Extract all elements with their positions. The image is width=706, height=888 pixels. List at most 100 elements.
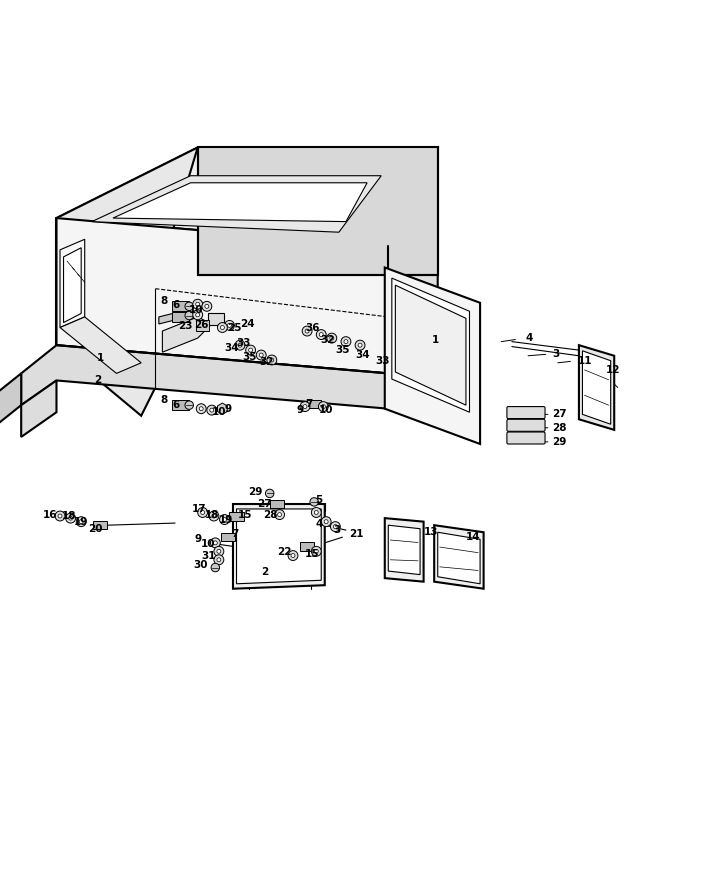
Circle shape <box>193 299 203 309</box>
Circle shape <box>210 408 214 412</box>
Polygon shape <box>159 313 173 324</box>
Circle shape <box>341 337 351 346</box>
Bar <box>172 312 189 322</box>
Text: 24: 24 <box>240 319 255 329</box>
Text: 21: 21 <box>349 529 364 539</box>
Polygon shape <box>582 351 611 424</box>
Polygon shape <box>579 345 614 430</box>
Circle shape <box>344 339 348 344</box>
Text: 34: 34 <box>355 350 370 360</box>
Circle shape <box>302 326 312 336</box>
Circle shape <box>267 355 277 365</box>
Circle shape <box>209 511 219 521</box>
Bar <box>172 400 189 410</box>
Text: 5: 5 <box>316 496 323 505</box>
Circle shape <box>227 323 232 328</box>
Polygon shape <box>392 278 469 412</box>
Polygon shape <box>388 525 420 575</box>
Text: 10: 10 <box>201 539 215 550</box>
Circle shape <box>311 546 321 556</box>
Text: 27: 27 <box>257 499 272 509</box>
Circle shape <box>212 514 216 518</box>
Circle shape <box>288 551 298 560</box>
Circle shape <box>211 563 220 572</box>
Text: 28: 28 <box>263 510 277 519</box>
Text: 7: 7 <box>232 529 239 539</box>
Polygon shape <box>0 373 21 433</box>
Circle shape <box>213 541 217 545</box>
Circle shape <box>316 329 326 339</box>
Text: 11: 11 <box>578 356 592 367</box>
Polygon shape <box>198 147 438 274</box>
Circle shape <box>321 517 331 527</box>
Circle shape <box>256 350 266 360</box>
Text: 10: 10 <box>319 405 334 415</box>
Circle shape <box>314 550 318 553</box>
Circle shape <box>79 519 83 524</box>
Polygon shape <box>388 147 438 401</box>
Text: 2: 2 <box>94 376 101 385</box>
Circle shape <box>327 333 337 343</box>
Text: 33: 33 <box>376 356 390 367</box>
Circle shape <box>265 489 274 497</box>
Circle shape <box>355 340 365 350</box>
Text: 8: 8 <box>160 395 167 405</box>
Bar <box>208 313 224 325</box>
Circle shape <box>321 405 325 408</box>
Bar <box>196 321 209 331</box>
Circle shape <box>330 337 334 340</box>
Text: 4: 4 <box>526 333 533 343</box>
Circle shape <box>324 519 328 524</box>
Circle shape <box>217 558 221 562</box>
Text: 13: 13 <box>424 527 438 537</box>
Text: 36: 36 <box>305 322 320 332</box>
Bar <box>270 500 284 508</box>
Text: 25: 25 <box>227 323 242 333</box>
Circle shape <box>220 515 229 525</box>
Text: 6: 6 <box>172 400 179 410</box>
Bar <box>229 512 244 521</box>
Text: 19: 19 <box>219 514 233 525</box>
Polygon shape <box>21 380 56 437</box>
Circle shape <box>249 348 253 352</box>
Circle shape <box>66 513 76 523</box>
Circle shape <box>185 312 193 320</box>
Text: 3: 3 <box>552 349 559 360</box>
Circle shape <box>76 517 86 527</box>
Polygon shape <box>237 509 321 583</box>
Circle shape <box>68 516 73 520</box>
Circle shape <box>259 353 263 357</box>
Polygon shape <box>56 218 388 373</box>
Text: 2: 2 <box>261 567 268 577</box>
Circle shape <box>55 511 65 521</box>
Polygon shape <box>385 267 480 444</box>
Text: 8: 8 <box>160 297 167 306</box>
Bar <box>221 533 235 542</box>
Circle shape <box>196 313 200 317</box>
Text: 3: 3 <box>333 525 340 535</box>
Circle shape <box>303 405 307 408</box>
Polygon shape <box>60 239 85 328</box>
Polygon shape <box>92 176 381 232</box>
Text: 18: 18 <box>205 510 220 519</box>
Text: 10: 10 <box>189 305 204 315</box>
Text: 17: 17 <box>192 504 207 514</box>
Text: 31: 31 <box>201 551 215 560</box>
Circle shape <box>210 538 220 548</box>
Circle shape <box>214 546 224 556</box>
Text: 28: 28 <box>552 423 567 432</box>
Text: 29: 29 <box>249 487 263 497</box>
Text: 9: 9 <box>297 405 304 415</box>
Text: 10: 10 <box>212 408 227 417</box>
Circle shape <box>199 407 203 410</box>
Text: 32: 32 <box>260 357 275 367</box>
Polygon shape <box>217 403 227 415</box>
Circle shape <box>198 508 208 518</box>
Polygon shape <box>64 248 81 322</box>
Circle shape <box>222 518 227 521</box>
Polygon shape <box>233 504 325 589</box>
Circle shape <box>330 521 340 532</box>
Text: 9: 9 <box>225 404 232 414</box>
Circle shape <box>217 322 227 332</box>
Text: 30: 30 <box>193 560 208 570</box>
